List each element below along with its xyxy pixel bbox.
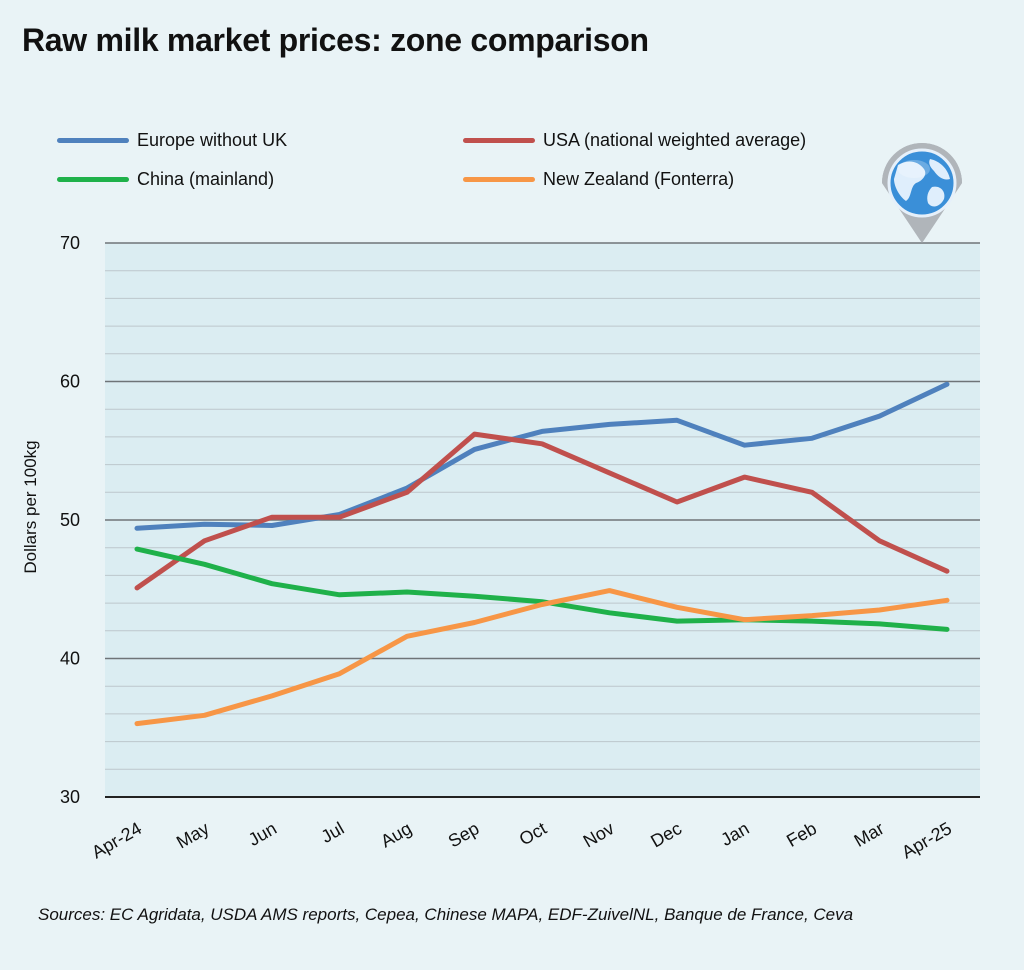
x-tick-label: Jun	[245, 818, 280, 850]
series-line-1	[134, 381, 950, 531]
x-tick-labels: Apr-24 May Jun Jul Aug Sep Oct Nov Dec Jan Feb Mar A…	[88, 818, 955, 862]
series-line-3	[134, 546, 950, 632]
y-tick-label: 40	[60, 649, 80, 669]
legend-item: Europe without UK	[57, 130, 287, 151]
line-chart: 30 40 50 60 70 Apr-24 May Jun Jul Aug Sep Oct Nov De…	[60, 143, 980, 862]
legend-item: China (mainland)	[57, 169, 274, 190]
legend-swatch	[463, 138, 535, 143]
legend-label: New Zealand (Fonterra)	[543, 169, 735, 189]
series-line-4	[134, 588, 950, 727]
x-tick-label: Apr-24	[88, 818, 145, 862]
legend-item: USA (national weighted average)	[463, 130, 806, 151]
x-tick-label: Jan	[717, 818, 752, 850]
y-tick-label: 60	[60, 372, 80, 392]
globe-map-pin-icon	[882, 143, 962, 243]
x-tick-label: Sep	[445, 818, 483, 851]
x-tick-label: Aug	[377, 818, 415, 851]
legend-label: USA (national weighted average)	[543, 130, 807, 150]
y-tick-label: 70	[60, 233, 80, 253]
x-tick-label: Oct	[516, 818, 550, 849]
series-layer	[134, 381, 950, 727]
chart-title: Raw milk market prices: zone comparison	[22, 22, 649, 58]
legend-swatch	[57, 177, 129, 182]
series-line-2	[134, 431, 950, 591]
x-tick-label: Mar	[851, 818, 888, 851]
x-tick-label: Feb	[783, 818, 820, 851]
major-gridlines	[105, 242, 980, 798]
legend-item: New Zealand (Fonterra)	[463, 169, 734, 190]
y-tick-labels: 30 40 50 60 70	[60, 233, 80, 807]
legend-swatch	[463, 177, 535, 182]
source-note: Sources: EC Agridata, USDA AMS reports, …	[38, 905, 854, 924]
legend-label: Europe without UK	[137, 130, 288, 150]
x-tick-label: Jul	[318, 818, 348, 847]
y-tick-label: 50	[60, 510, 80, 530]
x-tick-label: Apr-25	[898, 818, 955, 862]
x-tick-label: May	[173, 818, 212, 852]
x-tick-label: Nov	[580, 818, 618, 851]
legend-swatch	[57, 138, 129, 143]
legend-label: China (mainland)	[137, 169, 275, 189]
x-tick-label: Dec	[647, 818, 685, 851]
y-tick-label: 30	[60, 787, 80, 807]
